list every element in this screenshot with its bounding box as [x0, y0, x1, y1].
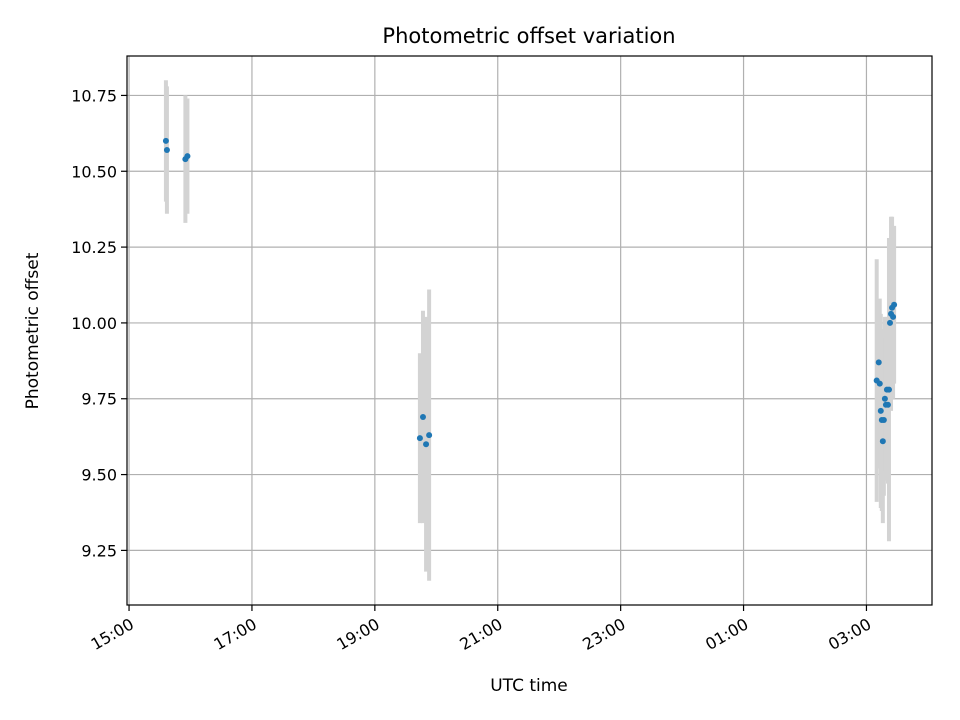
y-tick-label: 10.00 [71, 314, 117, 333]
data-point [887, 319, 894, 326]
y-tick-label: 9.50 [81, 466, 117, 485]
data-point [419, 413, 426, 420]
plot-frame [126, 55, 933, 606]
data-point [423, 441, 430, 448]
y-tick-label: 10.75 [71, 86, 117, 105]
data-point [163, 147, 170, 154]
y-tick-label: 10.50 [71, 162, 117, 181]
data-point [885, 386, 892, 393]
data-point [876, 380, 883, 387]
data-point [884, 401, 891, 408]
y-tick-label: 9.25 [81, 541, 117, 560]
y-tick-label: 10.25 [71, 238, 117, 257]
data-point [881, 395, 888, 402]
data-point [416, 435, 423, 442]
data-point [879, 438, 886, 445]
data-point [184, 153, 191, 160]
y-axis-ticks: 9.25 9.50 9.75 10.00 10.25 10.50 10.75 [71, 86, 127, 560]
grid [127, 56, 932, 605]
data-point [877, 407, 884, 414]
data-point [875, 359, 882, 366]
data-points [162, 137, 898, 448]
x-axis-label: UTC time [490, 676, 568, 696]
data-point [891, 301, 898, 308]
y-tick-label: 9.75 [81, 390, 117, 409]
data-point [426, 432, 433, 439]
data-point [880, 416, 887, 423]
data-point [890, 313, 897, 320]
data-point [162, 137, 169, 144]
chart-title: Photometric offset variation [382, 24, 675, 48]
y-axis-label: Photometric offset [23, 252, 43, 409]
